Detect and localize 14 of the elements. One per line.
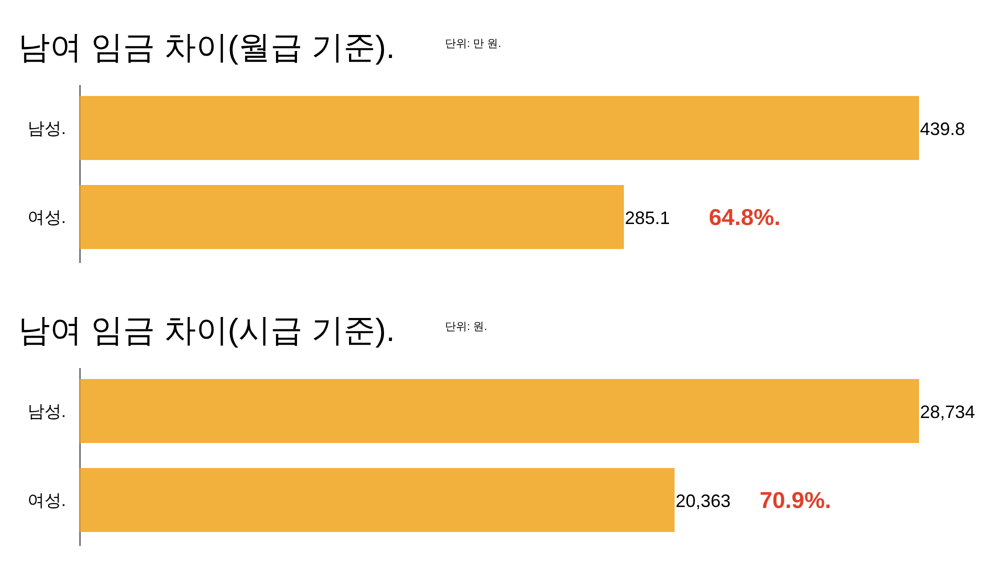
chart-title: 남여 임금 차이(시급 기준).: [18, 312, 395, 348]
y-tick-label: 남성.: [27, 119, 66, 138]
chart-subtitle: 단위: 원.: [445, 321, 488, 333]
y-tick-label: 남성.: [27, 402, 66, 421]
annotation: 70.9%.: [760, 487, 832, 513]
chart-title: 남여 임금 차이(월급 기준).: [18, 29, 395, 65]
annotation: 64.8%.: [708, 204, 780, 230]
data-label: 20,363: [676, 491, 731, 511]
y-tick-label: 여성.: [27, 208, 66, 227]
data-label: 285.1: [624, 208, 670, 228]
y-tick-label: 여성.: [27, 491, 66, 510]
chart-subtitle: 단위: 만 원.: [445, 38, 502, 50]
data-label: 439.8: [920, 119, 966, 139]
data-label: 28,734: [920, 402, 976, 422]
